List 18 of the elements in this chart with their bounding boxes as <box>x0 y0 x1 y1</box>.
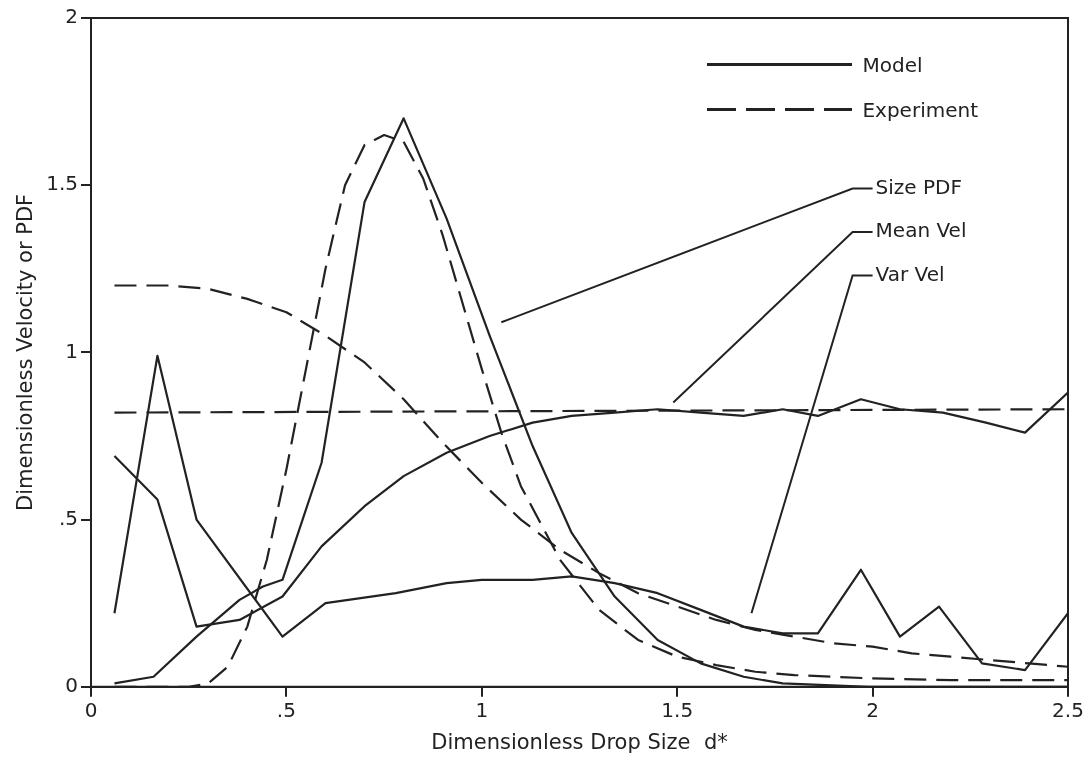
x-tick-label: 1.5 <box>661 698 694 722</box>
annotation: Mean Vel <box>875 218 967 243</box>
y-tick-label: 1.5 <box>46 171 79 196</box>
legend-label: Model <box>862 52 923 77</box>
y-axis-title: Dimensionless Velocity or PDF <box>13 193 38 511</box>
x-tick-label: 0 <box>84 698 98 722</box>
x-tick-label: 2.5 <box>1052 698 1084 722</box>
x-tick-label: .5 <box>276 698 296 722</box>
x-tick-label: 1 <box>475 698 489 722</box>
x-axis-title: Dimensionless Drop Size d* <box>431 729 728 754</box>
y-tick-label: .5 <box>58 505 79 530</box>
annotation: Size PDF <box>875 174 962 199</box>
y-tick-label: 0 <box>65 673 79 697</box>
x-tick-label: 2 <box>866 698 879 722</box>
legend-label: Experiment <box>862 97 978 122</box>
y-tick-label: 1 <box>65 338 79 363</box>
y-tick-label: 2 <box>65 4 79 29</box>
annotation: Var Vel <box>875 261 945 286</box>
